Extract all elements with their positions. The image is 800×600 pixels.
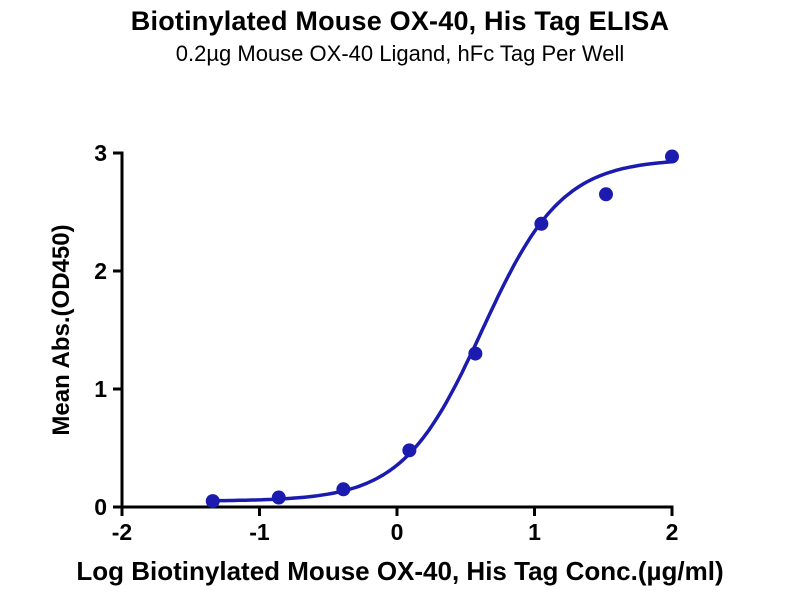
data-point [271,490,286,505]
data-point [468,346,483,361]
data-point [534,216,549,231]
y-axis-label: Mean Abs.(OD450) [48,224,75,436]
y-tick-label: 0 [94,494,107,520]
y-tick-label: 3 [94,140,107,166]
data-point [336,482,351,497]
data-point [402,443,417,458]
data-point [665,149,679,164]
x-tick-label: 2 [666,519,679,545]
y-tick-label: 2 [94,258,107,284]
x-tick-label: -1 [249,519,270,545]
data-point [599,187,613,202]
data-point [205,494,220,509]
x-tick-label: 1 [528,519,541,545]
chart-title: Biotinylated Mouse OX-40, His Tag ELISA [130,6,670,36]
x-tick-label: -2 [112,519,132,545]
x-axis-label: Log Biotinylated Mouse OX-40, His Tag Co… [76,556,724,586]
x-tick-label: 0 [391,519,404,545]
y-tick-label: 1 [94,376,107,402]
fit-curve [211,160,674,503]
chart-subtitle: 0.2µg Mouse OX-40 Ligand, hFc Tag Per We… [175,41,625,66]
